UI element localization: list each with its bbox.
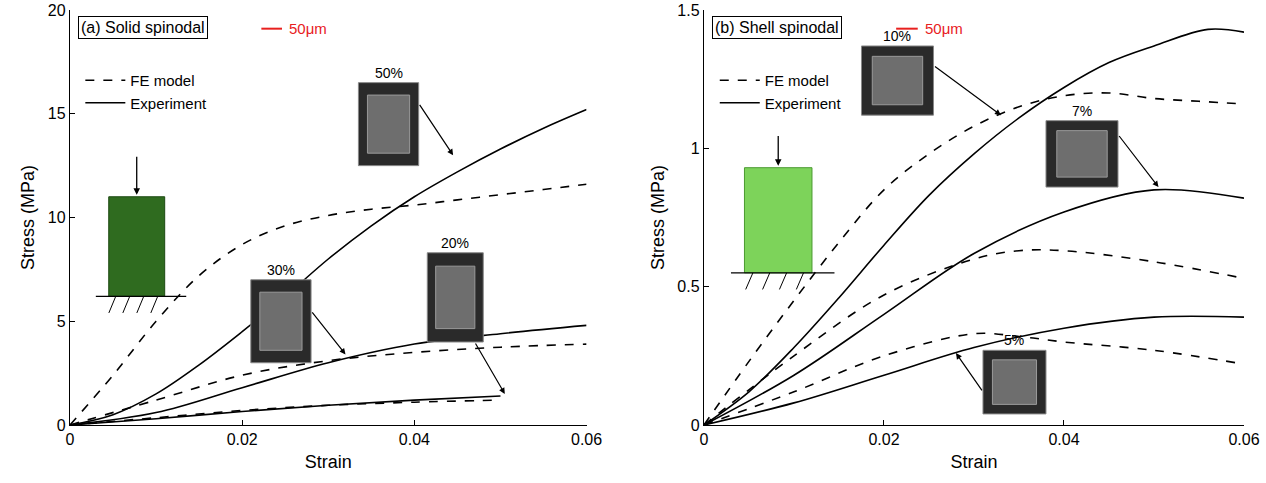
svg-text:0.02: 0.02 <box>227 431 258 448</box>
svg-text:(a) Solid spinodal: (a) Solid spinodal <box>81 19 205 36</box>
svg-text:7%: 7% <box>1072 103 1092 119</box>
svg-text:10: 10 <box>48 209 66 226</box>
svg-text:1.5: 1.5 <box>677 2 699 19</box>
svg-text:FE model: FE model <box>130 72 194 89</box>
svg-text:0.06: 0.06 <box>1228 431 1259 448</box>
svg-text:Experiment: Experiment <box>130 95 207 112</box>
svg-text:50%: 50% <box>375 65 403 81</box>
svg-text:0: 0 <box>66 431 75 448</box>
svg-text:30%: 30% <box>267 262 295 278</box>
svg-text:10%: 10% <box>883 28 911 44</box>
svg-text:1: 1 <box>691 140 700 157</box>
svg-text:50μm: 50μm <box>289 20 327 37</box>
svg-text:5%: 5% <box>1004 332 1024 348</box>
svg-text:0: 0 <box>57 417 66 434</box>
svg-text:50μm: 50μm <box>925 20 963 37</box>
svg-text:15: 15 <box>48 105 66 122</box>
svg-text:FE model: FE model <box>765 72 829 89</box>
svg-text:Stress (MPa): Stress (MPa) <box>18 165 38 270</box>
svg-text:0.5: 0.5 <box>677 278 699 295</box>
svg-text:0.04: 0.04 <box>399 431 430 448</box>
svg-text:(b) Shell spinodal: (b) Shell spinodal <box>715 19 839 36</box>
svg-text:0.02: 0.02 <box>868 431 899 448</box>
svg-text:5: 5 <box>57 313 66 330</box>
svg-text:Strain: Strain <box>950 452 997 472</box>
svg-text:20: 20 <box>48 2 66 19</box>
svg-text:0.04: 0.04 <box>1048 431 1079 448</box>
svg-text:Strain: Strain <box>305 452 352 472</box>
svg-text:Experiment: Experiment <box>765 95 842 112</box>
svg-text:0: 0 <box>691 417 700 434</box>
svg-text:20%: 20% <box>441 235 469 251</box>
svg-text:0.06: 0.06 <box>571 431 602 448</box>
svg-text:Stress (MPa): Stress (MPa) <box>648 165 668 270</box>
svg-text:0: 0 <box>700 431 709 448</box>
